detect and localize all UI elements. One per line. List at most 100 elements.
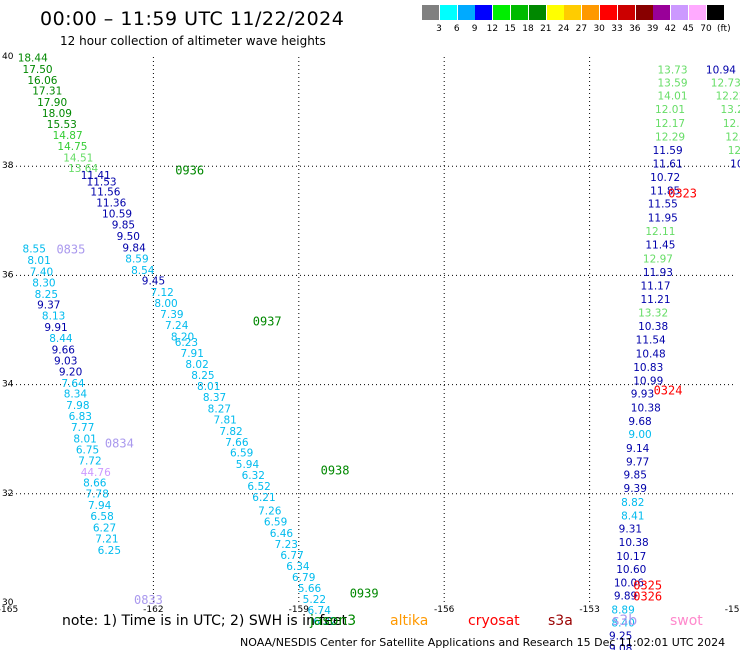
swh-value: 8.01	[197, 381, 220, 393]
satellite-name-swot: swot	[670, 613, 703, 629]
swh-value: 12.17	[655, 118, 685, 130]
legend-swatch	[582, 5, 600, 20]
legend-swatch	[493, 5, 511, 20]
swh-value: 10.72	[650, 172, 680, 184]
swh-value: 8.66	[83, 478, 107, 490]
swh-value: 6.74	[308, 605, 332, 617]
swh-value: 6.77	[280, 550, 303, 562]
pass-time-label: 0835	[56, 243, 85, 257]
swh-value: 12.97	[643, 253, 673, 265]
swh-value: 9.89	[614, 591, 637, 603]
swh-value: 6.21	[252, 492, 275, 504]
swh-value: 6.27	[93, 522, 116, 534]
x-tick-label: -159	[289, 605, 310, 615]
legend-swatch	[422, 5, 439, 20]
footer-credit: NOAA/NESDIS Center for Satellite Applica…	[240, 636, 726, 649]
swh-value: 6.75	[76, 444, 99, 456]
swh-value: 8.20	[171, 331, 194, 343]
swh-value: 6.83	[69, 411, 92, 423]
page-subtitle: 12 hour collection of altimeter wave hei…	[60, 34, 326, 48]
swh-value: 8.89	[611, 604, 634, 616]
swh-value: 7.24	[165, 320, 189, 332]
y-tick-label: 34	[2, 380, 14, 390]
pass-time-label: 0325	[633, 578, 662, 592]
swh-value: 6.59	[230, 448, 253, 460]
swh-value: 7.12	[150, 287, 173, 299]
pass-time-label: 0834	[105, 436, 134, 450]
swh-value: 8.37	[203, 392, 226, 404]
legend-swatch	[617, 5, 635, 20]
swh-value: 17.31	[32, 86, 62, 98]
swh-value: 11.55	[648, 199, 678, 211]
legend-swatch	[689, 5, 706, 20]
satellite-name-jason3: jason3	[310, 613, 357, 629]
swh-value: 17.50	[23, 64, 53, 76]
x-tick-label: -165	[0, 605, 18, 615]
legend-label: 9	[471, 24, 478, 34]
legend-label: 42	[664, 24, 677, 34]
legend-label: 70	[700, 24, 712, 34]
legend-swatch	[546, 5, 564, 20]
pass-time-label: 0833	[134, 593, 163, 607]
swh-value: 11.61	[653, 158, 683, 170]
swh-value: 10.38	[619, 537, 649, 549]
swh-value: 6.52	[247, 481, 270, 493]
swh-value: 14.51	[63, 152, 93, 164]
swh-value: 9.00	[628, 429, 651, 441]
swh-value: 11.53	[87, 176, 117, 188]
swh-value: 11.45	[645, 240, 675, 252]
legend-label: 30	[593, 24, 605, 34]
swh-value: 8.55	[23, 243, 46, 255]
swh-value: 9.66	[52, 344, 76, 356]
swh-value: 9.37	[37, 300, 60, 312]
note-text: 1) Time is in UTC; 2) SWH is in feet	[98, 613, 348, 629]
swh-value: 9.25	[609, 631, 632, 643]
swh-value: 5.22	[303, 594, 326, 606]
pass-time-label: 0324	[654, 383, 683, 397]
satellite-name-altika: altika	[390, 613, 429, 629]
swh-value: 12.05	[725, 132, 740, 144]
pass-time-label: 0326	[633, 589, 662, 603]
swh-value: 10.48	[636, 348, 666, 360]
swh-value: 13.73	[657, 64, 687, 76]
pass-time-label: 0939	[350, 587, 379, 601]
swh-value: 8.25	[35, 289, 58, 301]
swh-value: 13.20	[720, 104, 740, 116]
swh-value: 9.31	[619, 524, 642, 536]
swh-value: 7.81	[213, 414, 236, 426]
swh-value: 11.56	[90, 187, 120, 199]
y-tick-label: 30	[2, 598, 14, 608]
swh-value: 9.03	[54, 355, 77, 367]
swh-value: 12.73	[711, 77, 740, 89]
swh-value: 6.23	[175, 337, 198, 349]
swh-value: 8.41	[621, 510, 644, 522]
swh-value: 18.09	[42, 108, 72, 120]
swh-value: 11.95	[648, 212, 678, 224]
swh-value: 9.93	[631, 389, 654, 401]
swh-value: 11.93	[643, 267, 673, 279]
swh-value: 8.30	[32, 277, 55, 289]
swh-value: 6.46	[270, 528, 294, 540]
swh-value: 10.59	[102, 209, 132, 221]
swh-value: 15.53	[47, 119, 77, 131]
swh-value: 7.98	[66, 400, 89, 412]
legend-swatch	[564, 5, 582, 20]
swh-value: 16.06	[27, 75, 57, 87]
swh-value: 10.99	[633, 376, 663, 388]
legend-swatch	[706, 5, 724, 20]
swh-value: 8.27	[208, 403, 231, 415]
swh-value: 9.45	[142, 276, 165, 288]
swh-value: 6.22	[313, 616, 336, 628]
swh-value: 10.60	[616, 564, 646, 576]
legend-label: 24	[557, 24, 570, 34]
swh-value: 11.85	[650, 186, 680, 198]
swh-value: 8.59	[125, 253, 148, 265]
pass-time-label: 0937	[253, 315, 282, 329]
swh-value: 9.20	[59, 366, 82, 378]
swh-value: 9.91	[44, 322, 67, 334]
swh-value: 9.39	[624, 483, 647, 495]
legend-swatch	[671, 5, 689, 20]
swh-value: 12.80	[728, 145, 740, 157]
swh-value: 6.32	[242, 470, 265, 482]
